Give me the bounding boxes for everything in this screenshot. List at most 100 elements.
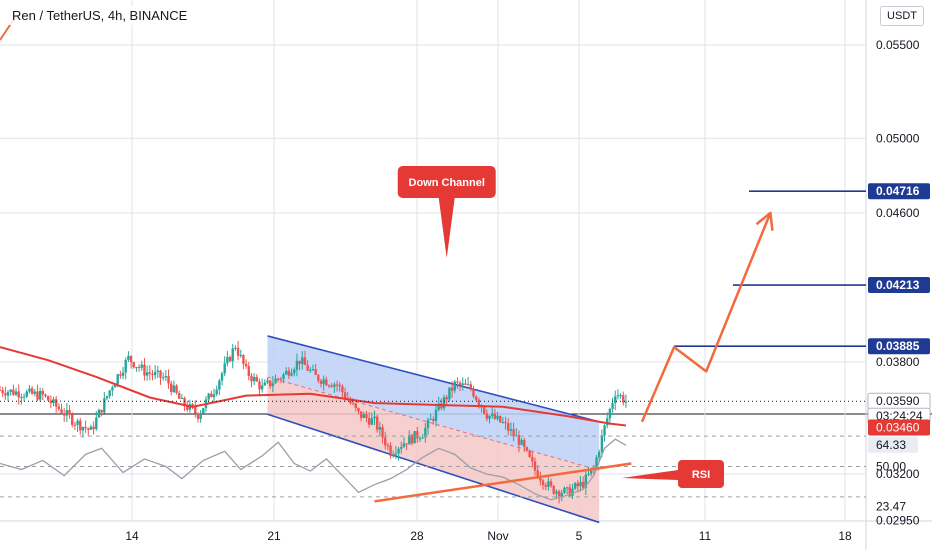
candle-body[interactable] (135, 367, 138, 369)
candle-body[interactable] (429, 418, 432, 420)
candle-body[interactable] (68, 409, 71, 415)
candle-body[interactable] (247, 366, 250, 377)
candle-body[interactable] (20, 397, 23, 399)
candle-body[interactable] (501, 422, 505, 424)
candle-body[interactable] (624, 401, 628, 403)
candle-body[interactable] (598, 451, 601, 458)
candle-body[interactable] (579, 481, 582, 487)
candle-body[interactable] (111, 387, 114, 391)
candle-body[interactable] (4, 393, 7, 396)
candle-body[interactable] (531, 456, 534, 462)
candle-body[interactable] (228, 357, 232, 362)
candle-body[interactable] (268, 380, 272, 387)
rsi-callout[interactable] (622, 460, 724, 488)
candle-body[interactable] (365, 414, 368, 419)
candle-body[interactable] (277, 378, 280, 380)
candle-body[interactable] (79, 420, 82, 431)
candle-body[interactable] (547, 481, 550, 487)
candle-body[interactable] (212, 394, 216, 398)
candle-body[interactable] (557, 491, 561, 497)
candle-body[interactable] (338, 384, 341, 387)
candle-body[interactable] (413, 431, 416, 444)
candle-body[interactable] (161, 377, 165, 379)
candle-body[interactable] (606, 418, 609, 426)
candle-body[interactable] (474, 396, 478, 400)
candle-body[interactable] (1, 390, 4, 394)
candle-body[interactable] (309, 369, 312, 371)
candle-body[interactable] (389, 445, 392, 457)
candle-body[interactable] (105, 396, 109, 399)
candle-body[interactable] (568, 487, 571, 496)
candle-body[interactable] (103, 398, 106, 413)
candle-body[interactable] (129, 355, 133, 363)
candle-body[interactable] (71, 414, 74, 425)
candle-body[interactable] (263, 382, 267, 386)
candle-body[interactable] (282, 374, 285, 379)
candle-body[interactable] (317, 374, 320, 381)
candle-body[interactable] (255, 377, 258, 382)
candle-body[interactable] (437, 403, 440, 410)
candle-body[interactable] (426, 419, 430, 429)
candle-body[interactable] (250, 376, 253, 382)
candle-body[interactable] (351, 403, 355, 405)
price-label-box[interactable] (868, 338, 930, 355)
candle-body[interactable] (260, 385, 264, 390)
candle-body[interactable] (584, 474, 588, 488)
candle-body[interactable] (335, 384, 339, 386)
candle-body[interactable] (113, 384, 117, 388)
candle-body[interactable] (424, 428, 427, 438)
candle-body[interactable] (327, 385, 331, 387)
candle-body[interactable] (400, 447, 403, 449)
candle-body[interactable] (496, 415, 499, 419)
candle-body[interactable] (28, 388, 31, 392)
candle-body[interactable] (148, 372, 151, 374)
candle-body[interactable] (180, 397, 184, 399)
candle-body[interactable] (622, 395, 625, 403)
channel-upper-line[interactable] (267, 335, 600, 423)
candle-body[interactable] (44, 394, 47, 397)
candle-body[interactable] (301, 357, 304, 364)
candle-body[interactable] (515, 435, 518, 437)
candle-body[interactable] (325, 379, 328, 386)
candle-body[interactable] (616, 395, 620, 397)
candle-body[interactable] (236, 347, 240, 356)
candle-body[interactable] (108, 390, 111, 397)
candle-body[interactable] (63, 413, 66, 416)
candle-body[interactable] (12, 389, 15, 395)
down-channel-callout[interactable] (397, 166, 496, 258)
candle-body[interactable] (362, 414, 365, 418)
candle-body[interactable] (512, 429, 515, 436)
candle-body[interactable] (432, 418, 435, 421)
candle-body[interactable] (49, 400, 53, 404)
candle-body[interactable] (466, 384, 470, 386)
rsi-trendline[interactable] (374, 462, 632, 503)
candle-body[interactable] (405, 443, 408, 445)
candle-body[interactable] (499, 415, 502, 423)
candle-body[interactable] (402, 443, 406, 448)
candle-body[interactable] (116, 374, 119, 385)
candle-body[interactable] (611, 403, 614, 409)
candle-body[interactable] (151, 373, 154, 376)
candle-body[interactable] (124, 359, 127, 373)
candle-body[interactable] (619, 395, 622, 397)
price-label-box[interactable] (868, 183, 930, 200)
candle-body[interactable] (132, 362, 135, 368)
candle-body[interactable] (314, 369, 317, 375)
candle-body[interactable] (89, 426, 93, 430)
candle-body[interactable] (239, 355, 242, 357)
candle-body[interactable] (573, 483, 577, 489)
candle-body[interactable] (17, 391, 20, 398)
candle-body[interactable] (373, 416, 376, 419)
candle-body[interactable] (266, 380, 269, 383)
candle-body[interactable] (560, 492, 563, 497)
candle-body[interactable] (614, 396, 617, 404)
candle-body[interactable] (354, 403, 357, 408)
candle-body[interactable] (293, 369, 296, 374)
candle-body[interactable] (442, 397, 446, 409)
candle-body[interactable] (215, 389, 218, 395)
candle-body[interactable] (408, 435, 411, 445)
candle-body[interactable] (357, 407, 360, 412)
candle-body[interactable] (370, 418, 374, 425)
candle-body[interactable] (418, 438, 422, 440)
candle-body[interactable] (33, 391, 36, 394)
